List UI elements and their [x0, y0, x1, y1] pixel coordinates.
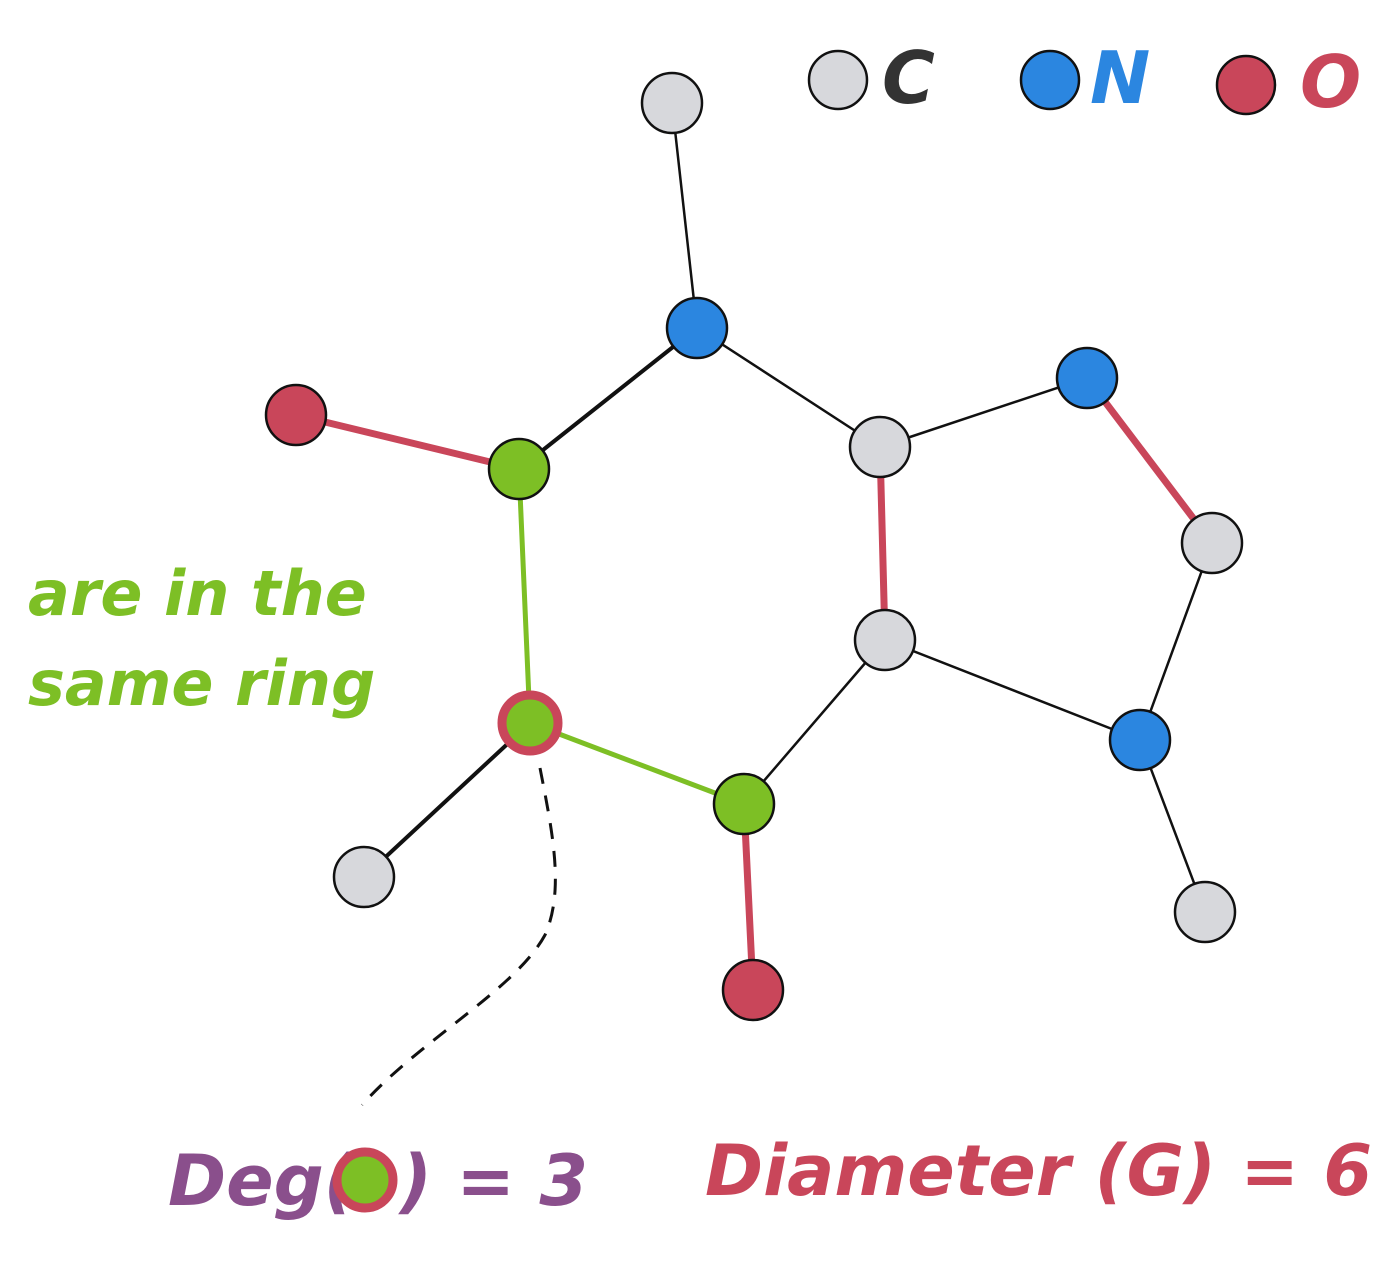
- degree-label-suffix: ) = 3: [398, 1140, 588, 1222]
- node-c_ring_lower: [853, 608, 917, 672]
- node-c_top: [640, 71, 704, 135]
- legend-oxygen-label: O: [1300, 40, 1361, 124]
- edge-g_upper-g_focus: [516, 466, 533, 726]
- node-n_right: [1055, 346, 1119, 410]
- node-n_top: [665, 296, 729, 360]
- legend-carbon-swatch: [807, 49, 869, 111]
- node-c_right: [1180, 511, 1244, 575]
- same-ring-label-line1: are in the: [28, 557, 367, 630]
- same-ring-label-line2: same ring: [28, 647, 375, 720]
- node-c_bottom_right: [1173, 880, 1237, 944]
- edge-n_top-c_ring_upper: [695, 326, 882, 449]
- node-n_lower: [1108, 708, 1172, 772]
- edge-g_focus-g_lower: [527, 720, 747, 807]
- legend-nitrogen-label: N: [1090, 36, 1150, 120]
- edge-c_right-n_lower: [1138, 541, 1214, 742]
- degree-pointer-dashed-line: [360, 767, 557, 1106]
- node-c_left_bottom: [332, 845, 396, 909]
- edge-o_left-g_upper: [292, 411, 523, 473]
- node-g_focus: [497, 690, 563, 756]
- legend-oxygen-swatch: [1215, 54, 1277, 116]
- edge-c_top-n_top: [670, 101, 699, 330]
- legend-nitrogen-swatch: [1019, 49, 1081, 111]
- diameter-label: Diameter (G) = 6: [705, 1130, 1372, 1212]
- legend-carbon-label: C: [882, 36, 935, 120]
- node-g_lower: [712, 772, 776, 836]
- edge-c_ring_lower-n_lower: [883, 638, 1142, 742]
- node-o_left: [264, 383, 328, 447]
- edge-c_ring_upper-n_right: [878, 376, 1089, 449]
- degree-label-node-icon: [332, 1147, 398, 1213]
- edge-n_top-g_upper: [517, 326, 699, 471]
- nodes-layer: [264, 71, 1244, 1022]
- edge-c_ring_upper-c_ring_lower: [876, 443, 889, 644]
- edge-g_focus-c_left_bottom: [362, 721, 532, 879]
- node-g_upper: [487, 437, 551, 501]
- node-c_ring_upper: [848, 415, 912, 479]
- edges-layer: [292, 101, 1216, 994]
- legend: C N O: [807, 36, 1361, 124]
- edge-n_right-c_right: [1083, 374, 1216, 547]
- degree-label-prefix: Deg(: [168, 1140, 357, 1222]
- edge-g_lower-c_ring_lower: [742, 638, 887, 806]
- node-o_bottom: [721, 958, 785, 1022]
